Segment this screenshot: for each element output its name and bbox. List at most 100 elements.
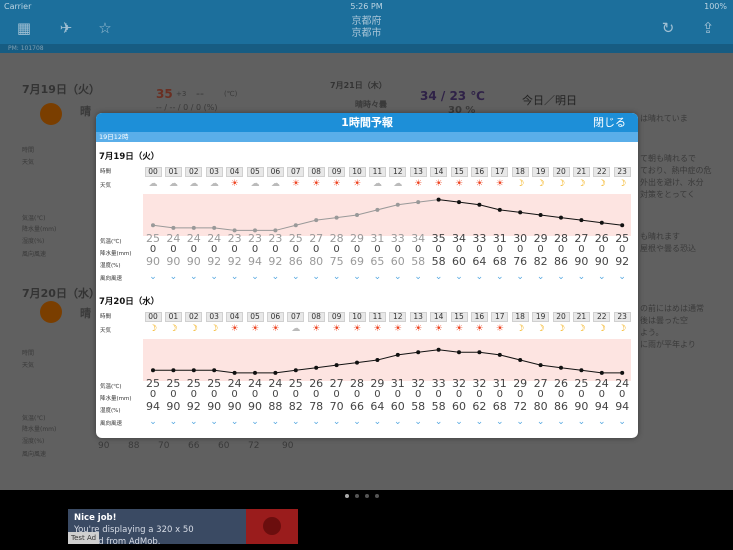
page-indicator[interactable] bbox=[345, 494, 379, 498]
humidity-value: 66 bbox=[350, 400, 364, 413]
humidity-value: 90 bbox=[574, 255, 589, 268]
row-label-precip: 降水量(mm) bbox=[100, 251, 132, 257]
humidity-value: 82 bbox=[533, 255, 548, 268]
ad-banner[interactable]: Nice job! You're displaying a 320 x 50 t… bbox=[68, 509, 298, 547]
temp-value: 24 bbox=[207, 232, 222, 245]
cloud-icon: ☁ bbox=[168, 179, 178, 189]
wind-direction-icon: ⌄ bbox=[516, 272, 524, 282]
temp-value: 24 bbox=[268, 377, 283, 390]
hour-cell: 23 bbox=[613, 312, 631, 322]
bg-humidity-value: 70 bbox=[158, 441, 170, 451]
temp-value: 31 bbox=[492, 377, 507, 390]
hour-cell: 00 bbox=[144, 167, 162, 177]
moon-icon: ☽ bbox=[577, 324, 586, 334]
temp-value: 26 bbox=[554, 377, 568, 390]
bg-side-text: よう。 bbox=[640, 328, 664, 337]
wind-direction-icon: ⌄ bbox=[251, 272, 259, 282]
bg-humidity-value: 88 bbox=[128, 441, 140, 451]
wind-direction-icon: ⌄ bbox=[598, 272, 606, 282]
humidity-value: 92 bbox=[615, 255, 630, 268]
hour-cell: 20 bbox=[552, 312, 570, 322]
temp-value: 27 bbox=[574, 232, 589, 245]
hour-cell: 13 bbox=[409, 312, 427, 322]
hour-cell: 21 bbox=[572, 167, 590, 177]
hourly-forecast-modal: 1時間予報 閉じる 19日12時 7月19日（火） 時間 天気 気温(℃) 降水量(mm… bbox=[96, 113, 638, 438]
temp-point bbox=[497, 352, 502, 357]
wind-direction-icon: ⌄ bbox=[618, 272, 626, 282]
precip-value: 0 bbox=[619, 244, 626, 255]
precip-value: 0 bbox=[251, 389, 259, 400]
moon-icon: ☽ bbox=[169, 324, 178, 334]
sun-icon: ☀ bbox=[291, 179, 300, 189]
wind-direction-icon: ⌄ bbox=[373, 272, 382, 282]
temp-point bbox=[599, 220, 604, 225]
wind-direction-icon: ⌄ bbox=[455, 272, 463, 282]
bg-sun-icon bbox=[40, 301, 62, 323]
admob-logo-icon bbox=[246, 509, 298, 544]
day-date: 7月19日（火） bbox=[99, 152, 160, 162]
hour-cell: 06 bbox=[266, 312, 284, 322]
wind-direction-icon: ⌄ bbox=[230, 417, 239, 427]
station-icon[interactable]: ▦ bbox=[16, 19, 32, 37]
precip-value: 0 bbox=[598, 244, 605, 255]
refresh-icon[interactable]: ↻ bbox=[661, 19, 675, 37]
hour-cell: 08 bbox=[307, 312, 325, 322]
bg-day2-weather: 晴時々曇 bbox=[355, 100, 387, 109]
temp-point bbox=[395, 202, 400, 207]
humidity-value: 86 bbox=[554, 400, 568, 413]
temp-value: 25 bbox=[288, 232, 303, 245]
sun-icon: ☀ bbox=[230, 179, 239, 189]
temp-value: 34 bbox=[452, 232, 466, 245]
sun-icon: ☀ bbox=[250, 324, 260, 334]
favorite-icon[interactable]: ☆ bbox=[98, 19, 112, 37]
hour-cell: 01 bbox=[164, 167, 182, 177]
satellite-icon[interactable]: ✈ bbox=[59, 19, 73, 37]
wind-direction-icon: ⌄ bbox=[149, 417, 157, 427]
wind-direction-icon: ⌄ bbox=[271, 417, 280, 427]
sun-icon: ☀ bbox=[230, 324, 239, 334]
city-title: 京都市 bbox=[351, 28, 382, 39]
ad-text: You're displaying a 320 x 50 bbox=[74, 525, 194, 535]
precip-value: 0 bbox=[476, 244, 483, 255]
humidity-value: 90 bbox=[594, 255, 609, 268]
wind-direction-icon: ⌄ bbox=[312, 272, 320, 282]
temp-point bbox=[436, 347, 441, 352]
hour-cell: 12 bbox=[389, 312, 407, 322]
modal-header: 1時間予報 閉じる bbox=[96, 113, 638, 132]
cloud-icon: ☁ bbox=[372, 179, 382, 189]
temp-point bbox=[191, 225, 196, 230]
hour-cell: 07 bbox=[287, 167, 305, 177]
share-icon[interactable]: ⇪ bbox=[701, 19, 715, 37]
wind-direction-icon: ⌄ bbox=[577, 417, 586, 427]
temp-point bbox=[314, 218, 319, 223]
precip-value: 0 bbox=[415, 244, 422, 255]
temp-point bbox=[395, 352, 400, 357]
bg-day1-rain: -- / -- / 0 / 0 (%) bbox=[156, 103, 218, 112]
precip-value: 0 bbox=[619, 389, 626, 400]
precip-value: 0 bbox=[598, 389, 605, 400]
sun-icon: ☀ bbox=[414, 179, 423, 189]
humidity-value: 65 bbox=[370, 255, 385, 268]
humidity-value: 64 bbox=[370, 400, 385, 413]
precip-value: 0 bbox=[557, 389, 565, 400]
close-button[interactable]: 閉じる bbox=[593, 116, 626, 129]
status-bar: Carrier 5:26 PM 100% bbox=[0, 0, 733, 13]
bg-side-text: に雨が平年より bbox=[640, 340, 696, 349]
precip-value: 0 bbox=[333, 244, 340, 255]
sun-icon: ☀ bbox=[393, 324, 402, 334]
bg-label-humidity: 湿度(%) bbox=[22, 238, 45, 245]
wind-direction-icon: ⌄ bbox=[557, 272, 565, 282]
wind-direction-icon: ⌄ bbox=[414, 272, 422, 282]
temp-point bbox=[375, 207, 380, 212]
precip-value: 0 bbox=[537, 244, 544, 255]
moon-icon: ☽ bbox=[577, 179, 586, 189]
row-label-hour: 時間 bbox=[100, 169, 112, 175]
row-label-weather: 天気 bbox=[100, 328, 112, 334]
row-label-temp: 気温(℃) bbox=[100, 239, 122, 245]
humidity-value: 86 bbox=[288, 255, 303, 268]
humidity-value: 94 bbox=[594, 400, 609, 413]
temp-value: 24 bbox=[594, 377, 609, 390]
temp-point bbox=[151, 223, 155, 228]
temperature-chart bbox=[143, 339, 631, 381]
hour-cell: 15 bbox=[450, 167, 468, 177]
